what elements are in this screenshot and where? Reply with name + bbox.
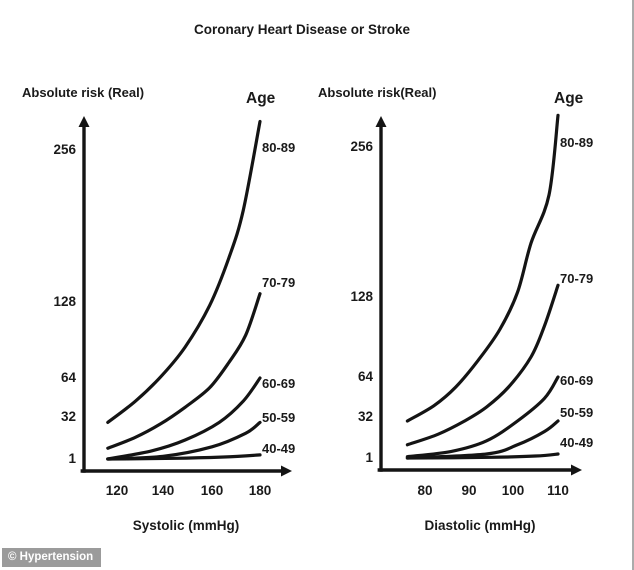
- legend-title-diastolic: Age: [554, 90, 584, 107]
- series-label-40-49-systolic: 40-49: [262, 441, 296, 456]
- x-tick-80: 80: [417, 483, 433, 498]
- series-label-40-49-diastolic: 40-49: [560, 435, 594, 450]
- y-tick-1-systolic: 1: [68, 451, 76, 466]
- curve-age-70-79-diastolic: [405, 283, 560, 447]
- x-tick-110: 110: [547, 483, 569, 498]
- y-tick-256-systolic: 256: [53, 142, 76, 157]
- series-label-60-69-systolic: 60-69: [262, 376, 296, 391]
- series-label-50-59-systolic: 50-59: [262, 410, 296, 425]
- x-axis-label-systolic: Systolic (mmHg): [132, 518, 240, 533]
- y-axis-arrow-icon: [78, 116, 90, 127]
- x-axis-arrow-icon: [281, 465, 292, 477]
- series-label-70-79-diastolic: 70-79: [560, 271, 594, 286]
- x-tick-120: 120: [105, 483, 129, 498]
- x-tick-160: 160: [200, 483, 224, 498]
- y-axis-arrow-icon: [375, 116, 387, 127]
- x-tick-180: 180: [248, 483, 272, 498]
- curve-age-60-69-systolic: [106, 376, 262, 461]
- series-label-70-79-systolic: 70-79: [262, 275, 296, 290]
- y-tick-32-systolic: 32: [60, 409, 76, 424]
- chart-title: Coronary Heart Disease or Stroke: [193, 22, 411, 37]
- x-tick-140: 140: [151, 483, 175, 498]
- watermark-badge: © Hypertension: [2, 548, 102, 567]
- series-label-80-89-diastolic: 80-89: [560, 135, 594, 150]
- curve-age-70-79-systolic: [106, 292, 262, 450]
- curve-age-80-89-systolic: [106, 119, 262, 424]
- series-label-60-69-diastolic: 60-69: [560, 373, 594, 388]
- y-tick-32-diastolic: 32: [357, 409, 373, 424]
- curve-age-60-69-diastolic: [405, 375, 560, 459]
- y-tick-1-diastolic: 1: [365, 450, 373, 465]
- curve-age-50-59-diastolic: [405, 419, 560, 460]
- y-tick-64-systolic: 64: [60, 370, 76, 385]
- x-tick-90: 90: [461, 483, 477, 498]
- y-tick-64-diastolic: 64: [357, 369, 373, 384]
- curve-age-80-89-diastolic: [405, 113, 560, 423]
- legend-title-systolic: Age: [246, 90, 276, 107]
- curve-age-40-49-systolic: [106, 453, 262, 461]
- y-tick-256-diastolic: 256: [350, 139, 373, 154]
- series-label-50-59-diastolic: 50-59: [560, 405, 594, 420]
- y-tick-128-diastolic: 128: [350, 289, 373, 304]
- x-axis-label-diastolic: Diastolic (mmHg): [424, 518, 536, 533]
- x-tick-100: 100: [501, 483, 525, 498]
- curve-age-40-49-diastolic: [405, 452, 560, 460]
- y-axis-label-diastolic: Absolute risk(Real): [318, 85, 437, 100]
- series-label-80-89-systolic: 80-89: [262, 140, 296, 155]
- x-axis-arrow-icon: [571, 464, 582, 476]
- y-axis-label-systolic: Absolute risk (Real): [22, 85, 145, 100]
- y-tick-128-systolic: 128: [53, 294, 76, 309]
